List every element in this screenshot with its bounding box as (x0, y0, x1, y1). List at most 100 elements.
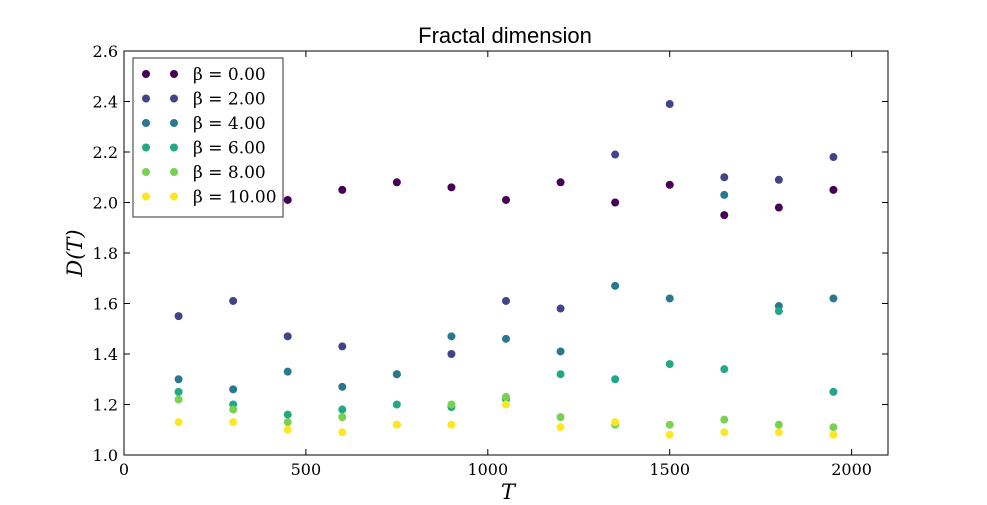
data-point (829, 430, 838, 439)
y-tick-label: 1.0 (93, 446, 118, 465)
legend-marker (170, 192, 178, 201)
data-point (502, 392, 510, 401)
data-point (283, 410, 292, 419)
y-tick-label: 1.6 (93, 295, 118, 314)
data-point (611, 281, 620, 290)
data-point (447, 183, 456, 192)
data-points (174, 100, 838, 439)
data-point (338, 413, 347, 422)
data-point (174, 387, 183, 396)
data-point (611, 198, 620, 207)
data-point (447, 420, 456, 429)
data-point (611, 418, 620, 427)
x-tick-label: 1000 (467, 460, 508, 479)
data-point (174, 375, 183, 384)
data-point (556, 413, 565, 422)
data-point (283, 195, 292, 204)
data-point (774, 428, 783, 437)
legend-label: β = 6.00 (193, 139, 266, 159)
data-point (720, 428, 729, 437)
legend-label: β = 10.00 (193, 188, 277, 208)
legend-label: β = 0.00 (193, 65, 266, 85)
legend: β = 0.00 β = 2.00 β = 4.00 β = 6.00 β = 8.00… (132, 57, 284, 218)
data-point (665, 430, 674, 439)
data-point (665, 420, 674, 429)
legend-marker (170, 143, 178, 152)
data-point (720, 173, 729, 182)
legend-box (132, 57, 284, 218)
data-point (392, 370, 401, 379)
data-point (229, 385, 238, 394)
data-point (611, 375, 620, 384)
y-tick-label: 2.4 (93, 93, 118, 112)
x-tick-label: 2000 (831, 460, 872, 479)
y-tick-label: 2.2 (93, 143, 118, 162)
legend-marker (170, 94, 178, 103)
data-point (392, 178, 401, 187)
legend-label: β = 4.00 (193, 114, 266, 134)
data-point (502, 334, 510, 343)
y-axis: 1.0 1.2 1.4 1.6 1.8 2.0 2.2 2.4 2.6 (93, 42, 888, 465)
data-point (338, 342, 347, 351)
data-point (283, 367, 292, 376)
data-point (556, 347, 565, 356)
legend-marker (170, 119, 178, 127)
data-point (447, 350, 456, 358)
data-point (556, 178, 565, 187)
x-tick-label: 500 (291, 460, 322, 479)
data-point (665, 294, 674, 303)
legend-marker (142, 119, 150, 127)
data-point (720, 415, 729, 424)
x-tick-label: 0 (119, 460, 129, 479)
data-point (829, 387, 838, 396)
data-point (665, 100, 674, 109)
data-point (556, 423, 565, 432)
data-point (774, 175, 783, 184)
data-point (174, 312, 183, 321)
legend-label: β = 8.00 (193, 163, 266, 183)
data-point (774, 203, 783, 212)
data-point (774, 420, 783, 429)
legend-label: β = 2.00 (193, 90, 266, 110)
data-point (502, 195, 510, 204)
y-tick-label: 2.6 (93, 42, 118, 61)
y-axis-label: D(T) (63, 229, 87, 277)
data-point (829, 294, 838, 303)
y-tick-label: 2.0 (93, 194, 118, 213)
y-tick-label: 1.4 (93, 345, 118, 364)
data-point (229, 405, 238, 414)
legend-marker (142, 143, 150, 152)
data-point (283, 332, 292, 341)
data-point (829, 153, 838, 162)
data-point (447, 400, 456, 409)
x-axis-label: T (501, 480, 517, 504)
x-axis: 0 500 1000 1500 2000 (119, 51, 872, 479)
data-point (338, 428, 347, 437)
chart-title: Fractal dimension (418, 23, 592, 48)
x-tick-label: 1500 (649, 460, 690, 479)
data-point (556, 370, 565, 379)
legend-marker (142, 70, 150, 78)
data-point (338, 382, 347, 391)
data-point (774, 307, 783, 316)
data-point (174, 395, 183, 404)
data-point (720, 190, 729, 199)
legend-marker (170, 168, 178, 176)
data-point (229, 296, 238, 305)
legend-marker (142, 192, 150, 201)
data-point (720, 211, 729, 220)
data-point (174, 418, 183, 427)
legend-marker (142, 168, 150, 176)
legend-marker (170, 70, 178, 78)
data-point (283, 425, 292, 434)
data-point (665, 180, 674, 189)
data-point (338, 405, 347, 414)
data-point (556, 304, 565, 313)
data-point (338, 185, 347, 194)
data-point (665, 360, 674, 369)
data-point (502, 296, 510, 305)
data-point (611, 150, 620, 159)
data-point (229, 418, 238, 427)
data-point (502, 400, 510, 409)
